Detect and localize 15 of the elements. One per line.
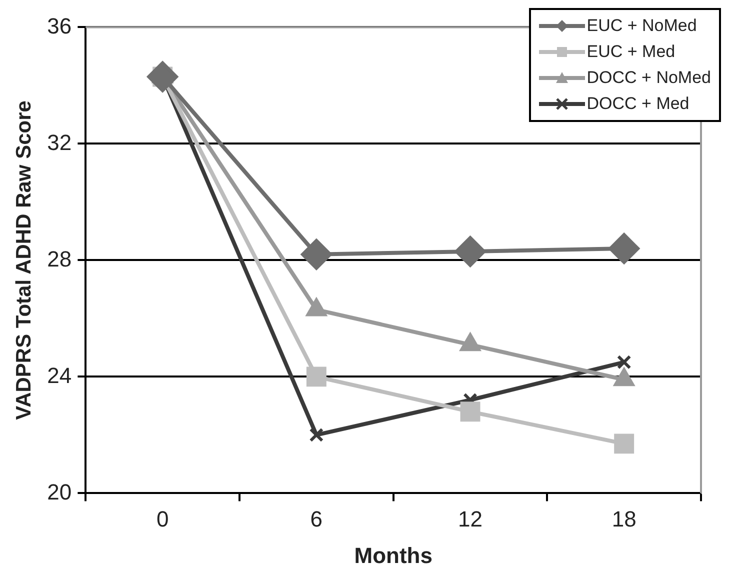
y-tick-label: 20 xyxy=(47,479,72,504)
y-axis-title: VADPRS Total ADHD Raw Score xyxy=(12,100,36,420)
legend-label: DOCC + Med xyxy=(586,93,690,115)
x-tick-label: 12 xyxy=(458,506,482,532)
y-tick-label: 24 xyxy=(47,362,72,388)
x-tick-label: 0 xyxy=(156,506,169,532)
x-tick-label: 18 xyxy=(612,506,636,532)
legend-label: EUC + NoMed xyxy=(586,15,697,37)
y-tick-label: 36 xyxy=(47,13,72,38)
y-tick-label: 32 xyxy=(47,130,72,155)
x-axis-title: Months xyxy=(354,542,432,568)
y-tick-label: 28 xyxy=(47,246,72,272)
x-tick-label: 6 xyxy=(310,506,323,532)
legend-label: EUC + Med xyxy=(586,41,676,63)
legend-label: DOCC + NoMed xyxy=(586,67,711,89)
